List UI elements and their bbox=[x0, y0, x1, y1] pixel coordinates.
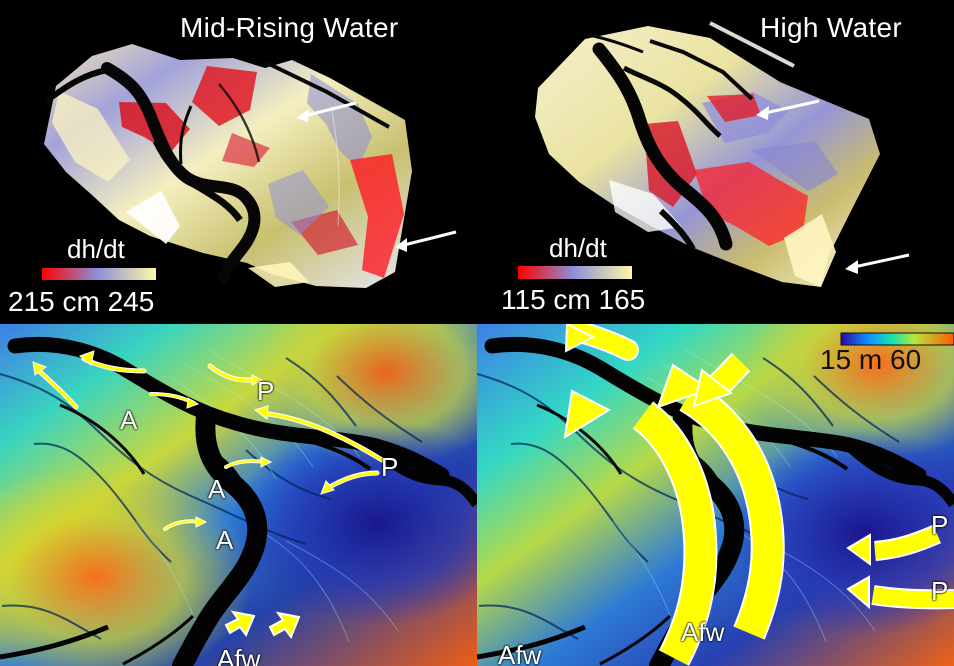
legend-range: 115 cm 165 bbox=[501, 284, 646, 315]
label-a-2: A bbox=[208, 474, 226, 504]
label-a-1: A bbox=[120, 405, 138, 435]
flow-arrow-left-2 bbox=[32, 361, 79, 410]
label-afw-2: Afw bbox=[681, 617, 725, 647]
high-water-surface bbox=[518, 21, 910, 287]
flow-arrow-left-8 bbox=[163, 516, 208, 531]
high-water-panel: High Water dh/dt 115 cm 165 bbox=[477, 0, 954, 324]
legend-title: dh/dt bbox=[549, 233, 607, 263]
big-flow-arrow-3 bbox=[656, 363, 785, 640]
label-p-2: P bbox=[381, 452, 399, 482]
big-flow-arrow-4 bbox=[692, 352, 751, 408]
big-flow-arrow-5 bbox=[846, 524, 941, 566]
dhdt-colorbar-upper-right bbox=[518, 266, 632, 279]
lower-left-map-panel: A A A P P Afw bbox=[0, 324, 477, 666]
highlight-arrow-upper-right-1 bbox=[756, 99, 820, 120]
flow-arrow-left-4 bbox=[207, 363, 264, 386]
flow-arrow-left-7 bbox=[224, 456, 273, 469]
label-p-1: P bbox=[931, 510, 949, 540]
flow-arrow-left-1 bbox=[78, 350, 147, 374]
flow-arrow-left-3 bbox=[149, 392, 200, 409]
highlight-arrow-upper-left-2 bbox=[395, 230, 457, 252]
label-afw: Afw bbox=[217, 644, 261, 666]
mid-rising-water-panel: Mid-Rising Water dh/dt 215 cm 245 bbox=[0, 0, 477, 324]
label-afw-1: Afw bbox=[498, 640, 542, 666]
upstream-arrow-left-2 bbox=[268, 611, 301, 640]
panel-title: High Water bbox=[760, 12, 903, 43]
label-p-1: P bbox=[257, 376, 275, 406]
panel-title: Mid-Rising Water bbox=[180, 12, 399, 43]
legend-range: 215 cm 245 bbox=[8, 286, 155, 317]
label-p-2: P bbox=[931, 576, 949, 606]
highlight-arrow-upper-right-2 bbox=[845, 253, 910, 274]
label-a-3: A bbox=[216, 525, 234, 555]
legend-title: dh/dt bbox=[67, 234, 125, 264]
mid-rising-water-surface bbox=[42, 44, 457, 288]
height-scale-range: 15 m 60 bbox=[820, 344, 922, 375]
flow-arrow-left-6 bbox=[320, 470, 380, 495]
lower-right-map bbox=[477, 324, 954, 666]
height-colorbar bbox=[840, 332, 954, 346]
big-flow-arrow-2 bbox=[563, 389, 718, 666]
lower-left-map bbox=[0, 324, 477, 666]
upstream-arrow-left-1 bbox=[224, 610, 256, 637]
highlight-arrow-upper-left-1 bbox=[296, 101, 357, 122]
dhdt-colorbar-upper-left bbox=[42, 268, 156, 280]
flow-arrow-left-5 bbox=[253, 405, 385, 463]
lower-right-map-panel: 15 m 60 Afw Afw P P bbox=[477, 324, 954, 666]
big-flow-arrow-1 bbox=[564, 324, 639, 361]
big-flow-arrow-6 bbox=[846, 575, 954, 610]
